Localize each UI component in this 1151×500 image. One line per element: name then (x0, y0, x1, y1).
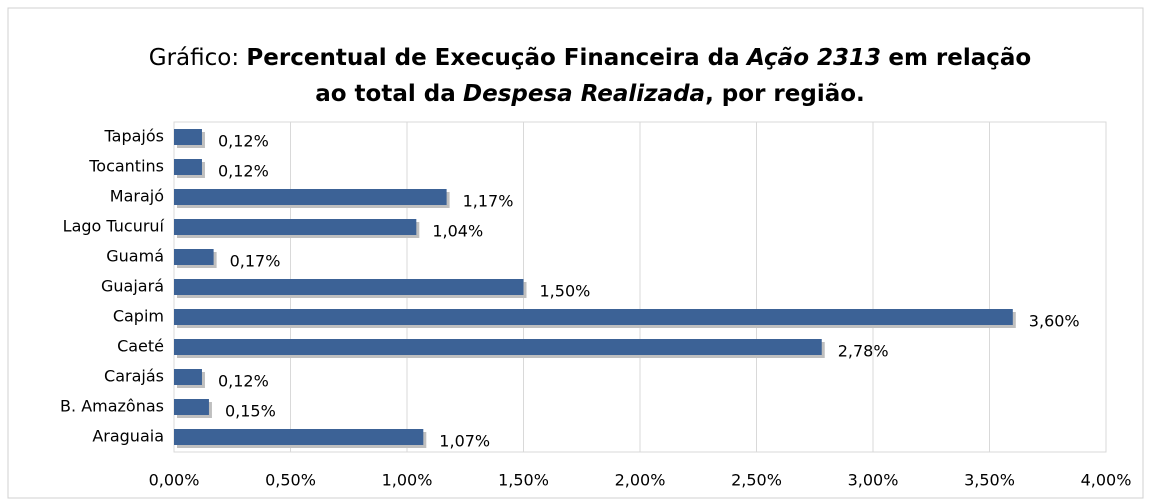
data-label: 0,12% (218, 162, 269, 181)
chart-title: Gráfico: Percentual de Execução Financei… (149, 45, 1031, 71)
data-label: 3,60% (1029, 312, 1080, 331)
data-label: 1,50% (540, 282, 591, 301)
y-tick-label: Guajará (101, 277, 164, 296)
chart-title: ao total da Despesa Realizada, por regiã… (315, 81, 865, 107)
y-tick-label: Marajó (110, 187, 164, 206)
x-tick-label: 1,50% (498, 471, 549, 490)
bar (174, 429, 424, 445)
bar (174, 159, 202, 175)
x-tick-label: 2,50% (731, 471, 782, 490)
x-tick-label: 0,00% (149, 471, 200, 490)
data-label: 0,12% (218, 132, 269, 151)
data-label: 1,04% (432, 222, 483, 241)
y-tick-label: Guamá (106, 247, 164, 266)
title-part: Gráfico: (149, 45, 239, 71)
y-tick-label: Carajás (104, 367, 164, 386)
title-part: em relação (888, 45, 1031, 71)
y-tick-label: Tapajós (104, 127, 164, 146)
x-tick-label: 1,00% (382, 471, 433, 490)
y-tick-label: Lago Tucuruí (63, 217, 165, 236)
data-label: 0,12% (218, 372, 269, 391)
y-tick-label: Araguaia (92, 427, 164, 446)
bar (174, 249, 214, 265)
y-tick-label: Tocantins (88, 157, 164, 176)
bar (174, 309, 1013, 325)
title-part: Despesa Realizada (463, 81, 705, 107)
bar (174, 219, 417, 235)
x-tick-label: 3,00% (848, 471, 899, 490)
bar (174, 189, 447, 205)
bar (174, 339, 822, 355)
x-tick-label: 3,50% (964, 471, 1015, 490)
data-label: 0,17% (230, 252, 281, 271)
y-tick-label: Capim (113, 307, 164, 326)
title-part: Ação 2313 (745, 45, 881, 71)
x-tick-label: 0,50% (265, 471, 316, 490)
data-label: 2,78% (838, 342, 889, 361)
bar (174, 399, 209, 415)
bar (174, 369, 202, 385)
x-tick-label: 4,00% (1081, 471, 1132, 490)
data-label: 0,15% (225, 402, 276, 421)
x-tick-label: 2,00% (615, 471, 666, 490)
title-part: , por região. (705, 81, 865, 107)
title-part: Percentual de Execução Financeira da (246, 45, 739, 71)
bar (174, 129, 202, 145)
data-label: 1,07% (439, 432, 490, 451)
bar (174, 279, 524, 295)
y-tick-label: B. Amazônas (60, 397, 164, 416)
title-part: ao total da (315, 81, 456, 107)
y-tick-label: Caeté (117, 337, 164, 356)
data-label: 1,17% (463, 192, 514, 211)
